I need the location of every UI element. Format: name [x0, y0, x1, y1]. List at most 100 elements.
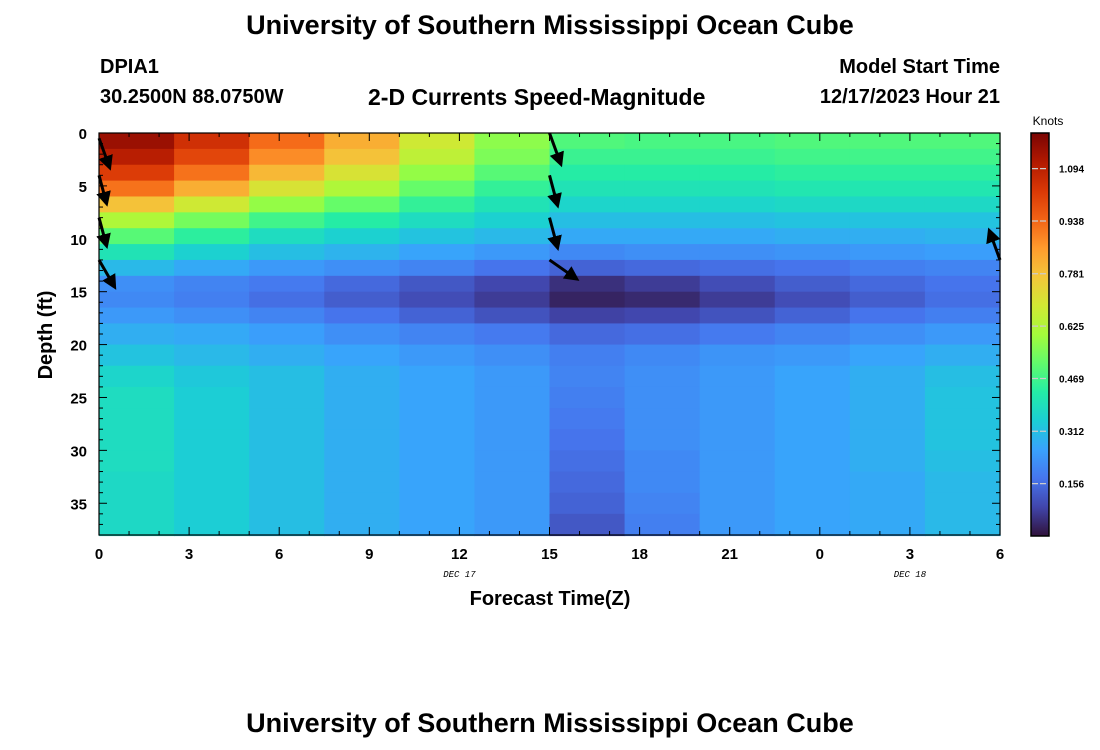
- heatmap-cell: [324, 291, 400, 309]
- heatmap-cell: [624, 429, 701, 451]
- heatmap-cell: [549, 180, 626, 198]
- heatmap-cell: [849, 164, 926, 182]
- heatmap-cell: [174, 492, 250, 515]
- heatmap-cell: [774, 429, 851, 451]
- heatmap-cell: [549, 148, 626, 166]
- heatmap-cell: [549, 386, 626, 409]
- heatmap-cell: [849, 180, 926, 198]
- heatmap-cell: [924, 386, 1001, 409]
- heatmap-cell: [699, 471, 776, 494]
- heatmap-cell: [399, 291, 476, 309]
- heatmap-cell: [474, 228, 551, 245]
- current-arrow: [96, 217, 111, 250]
- heatmap-cell: [549, 275, 626, 293]
- heatmap-cell: [174, 275, 250, 293]
- y-tick-label: 20: [70, 338, 87, 355]
- heatmap-cell: [699, 513, 776, 536]
- heatmap-cell: [774, 244, 851, 261]
- heatmap-cell: [174, 365, 250, 388]
- heatmap-cell: [249, 386, 325, 409]
- heatmap-cell: [924, 408, 1001, 430]
- heatmap-cell: [699, 164, 776, 182]
- heatmap-cell: [699, 450, 776, 473]
- heatmap-cell: [474, 344, 551, 367]
- heatmap-cell: [774, 228, 851, 245]
- heatmap-cell: [324, 275, 400, 293]
- heatmap-cell: [774, 148, 851, 166]
- heatmap-cell: [624, 275, 701, 293]
- heatmap-cell: [474, 259, 551, 277]
- heatmap-cell: [549, 344, 626, 367]
- heatmap-cell: [624, 244, 701, 261]
- heatmap-cell: [624, 148, 701, 166]
- heatmap-cell: [174, 513, 250, 536]
- heatmap-cell: [99, 365, 175, 388]
- heatmap-cell: [249, 244, 325, 261]
- heatmap-cell: [849, 365, 926, 388]
- heatmap-cell: [624, 307, 701, 325]
- heatmap-cell: [699, 148, 776, 166]
- heatmap-cell: [549, 323, 626, 346]
- heatmap-cell: [774, 323, 851, 346]
- heatmap-cell: [99, 212, 175, 229]
- x-tick-label: 0: [816, 546, 824, 563]
- heatmap-cell: [849, 471, 926, 494]
- heatmap-cell: [849, 386, 926, 409]
- heatmap-cell: [699, 212, 776, 229]
- heatmap-cell: [474, 365, 551, 388]
- heatmap-cell: [849, 228, 926, 245]
- y-tick-label: 35: [70, 496, 87, 513]
- heatmap-cell: [174, 180, 250, 198]
- heatmap-cell: [474, 244, 551, 261]
- heatmap-cell: [699, 259, 776, 277]
- colorbar-label: Knots: [1033, 114, 1064, 128]
- heatmap-cell: [774, 259, 851, 277]
- heatmap-cell: [699, 133, 776, 150]
- heatmap-cell: [249, 307, 325, 325]
- heatmap-cell: [249, 180, 325, 198]
- heatmap-cell: [549, 492, 626, 515]
- chart-subtitle: 2-D Currents Speed-Magnitude: [368, 84, 706, 110]
- heatmap-cell: [924, 492, 1001, 515]
- colorbar-tick-label: 0.781: [1059, 270, 1084, 281]
- heatmap-cell: [249, 212, 325, 229]
- heatmap-cell: [924, 212, 1001, 229]
- heatmap-cell: [324, 450, 400, 473]
- heatmap-cell: [849, 492, 926, 515]
- heatmap-cell: [549, 196, 626, 213]
- heatmap-cell: [699, 180, 776, 198]
- heatmap-cell: [849, 259, 926, 277]
- heatmap-cell: [99, 513, 175, 536]
- heatmap-cell: [399, 307, 476, 325]
- heatmap-cell: [474, 471, 551, 494]
- heatmap-cell: [549, 164, 626, 182]
- heatmap-cell: [549, 429, 626, 451]
- heatmap-cell: [924, 450, 1001, 473]
- heatmap-cell: [774, 344, 851, 367]
- heatmap-cell: [324, 244, 400, 261]
- heatmap-cell: [474, 196, 551, 213]
- heatmap-cell: [774, 386, 851, 409]
- current-arrow: [548, 132, 564, 168]
- heatmap-cell: [174, 471, 250, 494]
- heatmap-cell: [324, 386, 400, 409]
- heatmap-cell: [624, 259, 701, 277]
- heatmap-cell: [399, 513, 476, 536]
- heatmap-cell: [324, 133, 400, 150]
- heatmap-cell: [474, 148, 551, 166]
- heatmap-cell: [849, 323, 926, 346]
- y-tick-label: 15: [70, 285, 87, 302]
- heatmap-cell: [774, 408, 851, 430]
- model-start-label: Model Start Time: [839, 56, 1000, 78]
- heatmap-cell: [699, 275, 776, 293]
- x-axis-label: Forecast Time(Z): [470, 588, 631, 610]
- y-tick-label: 5: [79, 179, 87, 196]
- heatmap-cell: [399, 365, 476, 388]
- current-arrow: [547, 217, 562, 251]
- heatmap-cell: [174, 133, 250, 150]
- heatmap-cell: [399, 492, 476, 515]
- heatmap-cell: [624, 228, 701, 245]
- heatmap-cell: [699, 365, 776, 388]
- heatmap-cell: [324, 196, 400, 213]
- heatmap-cell: [624, 323, 701, 346]
